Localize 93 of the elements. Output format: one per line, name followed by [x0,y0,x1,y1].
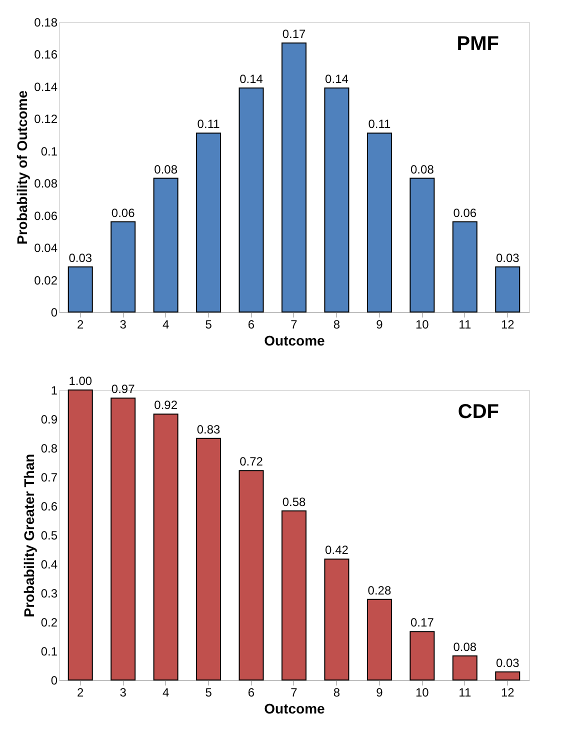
bar [153,414,178,680]
data-label: 0.14 [325,72,349,86]
data-label: 0.03 [68,250,92,265]
bar [68,390,93,680]
bar [410,631,435,680]
data-label: 0.42 [325,543,349,558]
annotation: CDF [458,401,499,423]
data-label: 0.06 [111,206,136,220]
x-tick-label: 3 [120,686,127,700]
y-tick-label: 0.9 [40,412,58,426]
y-tick-label: 0.8 [40,442,58,456]
y-tick-label: 0 [50,306,58,320]
y-tick-label: 0.02 [34,273,58,288]
bar [196,438,222,680]
x-tick-label: 6 [248,686,255,700]
data-label: 0.03 [496,250,520,265]
x-tick-label: 2 [77,318,84,332]
bar [452,221,478,312]
data-label: 0.58 [282,494,306,509]
bar [282,510,306,680]
bar [153,178,178,312]
data-label: 0.28 [368,583,392,598]
x-tick-label: 10 [416,686,430,700]
bar [282,42,306,312]
x-tick-label: 11 [458,686,472,700]
y-tick-label: 0.3 [40,586,58,600]
data-label: 0.97 [111,382,136,396]
x-axis-title: Outcome [264,332,326,348]
bar [68,266,93,312]
y-tick-label: 0.7 [40,470,58,484]
annotation: PMF [456,33,499,55]
x-tick-label: 11 [458,318,472,332]
bar [238,88,264,312]
bar [110,398,136,680]
y-tick-label: 0 [50,674,58,688]
bar [452,655,478,680]
x-tick-label: 4 [162,318,170,332]
y-tick-label: 0.16 [34,48,58,62]
bar [324,558,350,680]
data-label: 0.92 [154,398,178,412]
x-tick-label: 7 [290,318,298,332]
data-label: 0.17 [282,26,306,41]
data-label: 0.03 [496,656,520,670]
y-tick-label: 0.12 [34,112,58,126]
y-tick-label: 0.5 [40,528,58,542]
y-tick-label: 0.2 [40,616,58,630]
y-tick-label: 0.1 [40,644,58,658]
y-tick-label: 0.08 [34,176,58,191]
bar [410,178,435,312]
x-tick-label: 5 [205,686,212,700]
data-label: 0.14 [240,72,264,86]
x-tick-label: 9 [376,318,384,332]
y-tick-label: 0.18 [34,16,58,30]
bar [238,470,264,680]
x-tick-label: 3 [120,318,127,332]
x-tick-label: 9 [376,686,384,700]
data-label: 0.08 [453,640,477,654]
data-label: 0.11 [197,117,220,132]
x-tick-label: 6 [248,318,255,332]
y-tick-label: 1 [50,384,58,398]
data-label: 0.11 [368,117,392,132]
data-label: 0.83 [196,422,221,436]
x-tick-label: 7 [290,686,298,700]
bar [366,598,392,680]
x-tick-label: 4 [162,686,170,700]
x-tick-label: 10 [416,318,430,332]
y-axis-title: Probability of Outcome [14,90,30,245]
data-label: 0.17 [410,616,434,630]
data-label: 0.06 [453,206,477,220]
bar [495,671,520,680]
bar [324,88,350,312]
x-tick-label: 12 [500,318,515,332]
data-label: 0.72 [240,454,264,469]
y-tick-label: 0.04 [34,241,58,256]
data-label: 1.00 [68,374,92,388]
data-label: 0.08 [410,162,434,176]
bar [366,132,392,312]
x-tick-label: 8 [333,686,340,700]
x-tick-label: 12 [500,686,515,700]
x-axis-title: Outcome [264,700,326,716]
y-tick-label: 0.6 [40,500,58,514]
x-tick-label: 2 [77,686,84,700]
bar [110,221,136,312]
x-tick-label: 5 [205,318,212,332]
data-label: 0.08 [154,162,178,176]
y-tick-label: 0.06 [34,208,58,223]
y-tick-label: 0.14 [34,80,58,94]
bar [495,266,520,312]
y-tick-label: 0.1 [40,144,58,158]
bar [196,132,222,312]
y-axis-title: Probability Greater Than [20,454,37,618]
x-tick-label: 8 [333,318,340,332]
y-tick-label: 0.4 [40,558,58,572]
